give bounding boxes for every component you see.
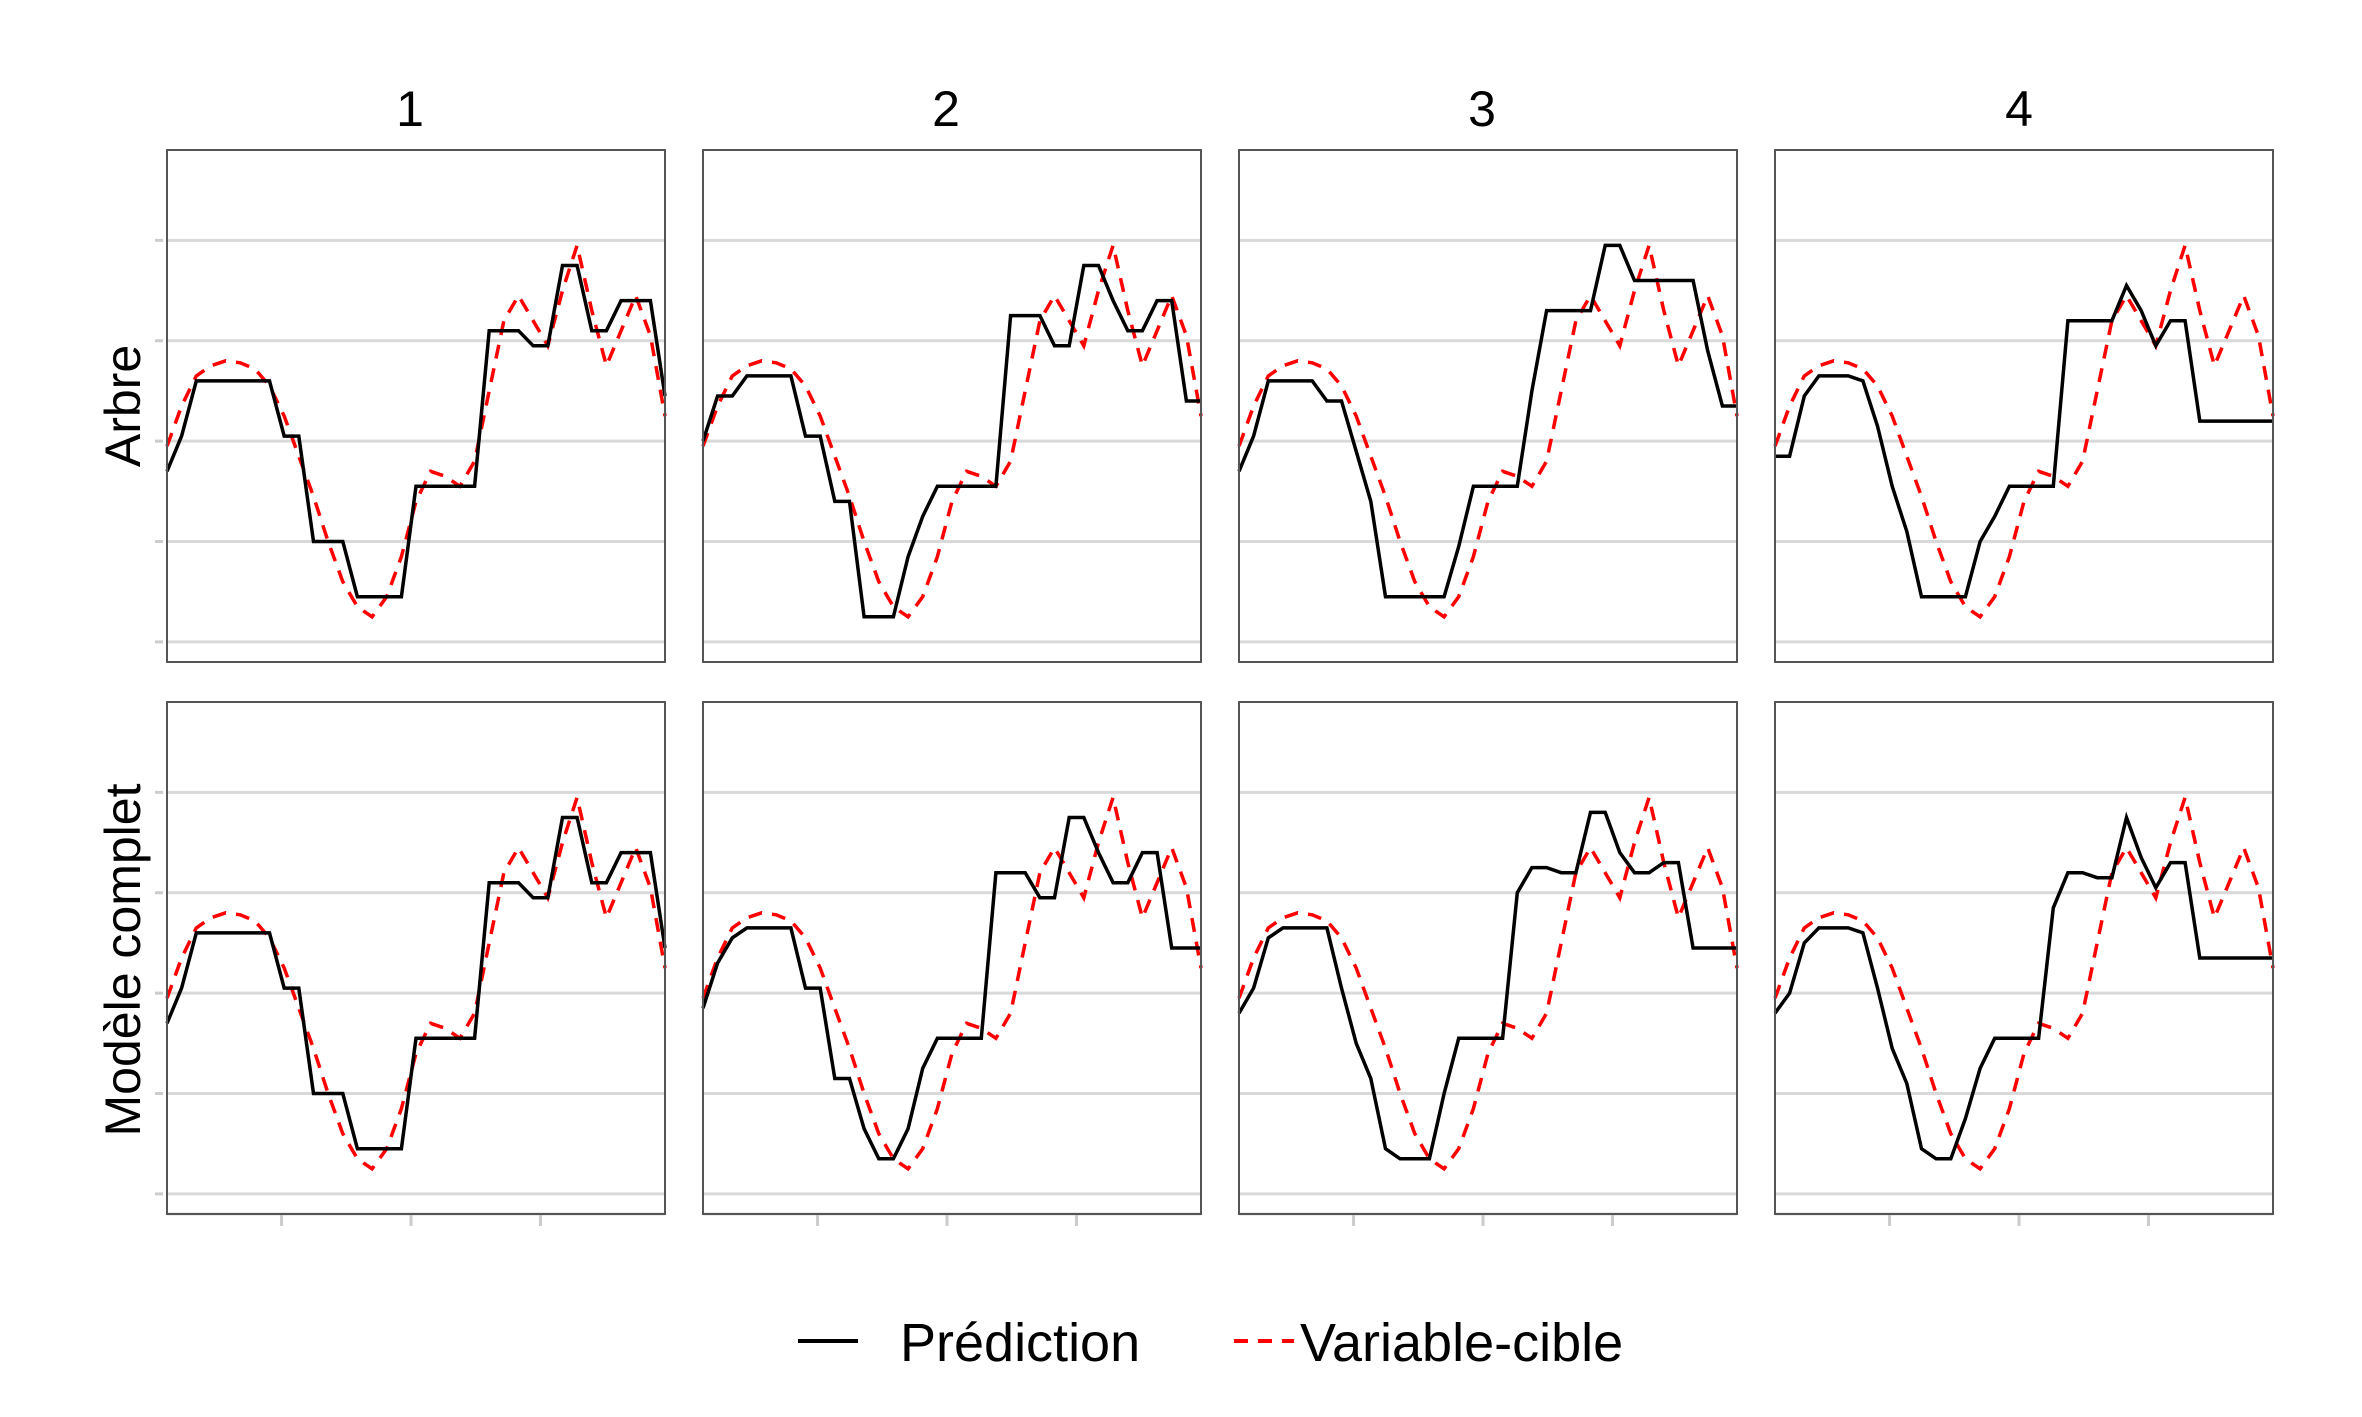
series-line-prediction — [701, 815, 1201, 1161]
series-line-prediction — [1237, 243, 1737, 599]
row-title: Arbre — [95, 345, 151, 467]
panels — [155, 149, 2275, 1226]
series-line-target — [701, 790, 1203, 1172]
panel — [1773, 701, 2275, 1226]
legend-label-target: Variable-cible — [1300, 1313, 1623, 1373]
series-line-prediction — [1775, 281, 2273, 599]
panel-border — [1774, 701, 2274, 1215]
series-line-target — [1773, 790, 2275, 1172]
panel-background — [1775, 702, 2273, 1214]
series-line-prediction — [165, 815, 667, 1151]
panel-background — [1239, 702, 1737, 1214]
panel — [1237, 701, 1739, 1226]
panel — [1773, 149, 2275, 663]
series-line-prediction — [1237, 810, 1737, 1161]
column-titles: 1 2 3 4 — [396, 81, 2033, 137]
series-line-prediction — [701, 263, 1201, 619]
panel — [155, 149, 667, 663]
series-line-prediction — [165, 263, 667, 599]
column-title: 3 — [1468, 81, 1496, 137]
column-title: 4 — [2005, 81, 2033, 137]
panel-border — [166, 701, 666, 1215]
panel-border — [702, 701, 1202, 1215]
series-line-prediction — [1773, 811, 2273, 1161]
series-line-target — [1237, 790, 1739, 1172]
column-title: 1 — [396, 81, 424, 137]
panel-background — [1775, 150, 2273, 662]
panel-background — [167, 150, 665, 662]
row-title: Modèle complet — [95, 783, 151, 1136]
series-line-target — [165, 238, 667, 620]
panel-border — [1238, 701, 1738, 1215]
panel — [701, 149, 1203, 663]
row-titles: Arbre Modèle complet — [95, 345, 151, 1137]
column-title: 2 — [932, 81, 960, 137]
series-line-target — [165, 790, 667, 1172]
series-line-target — [1773, 238, 2275, 620]
panel-background — [167, 702, 665, 1214]
panel-background — [1239, 150, 1737, 662]
panel-background — [703, 150, 1201, 662]
series-line-target — [701, 238, 1203, 620]
series-line-target — [1237, 238, 1739, 620]
panel-border — [1238, 149, 1738, 663]
panel — [1237, 149, 1739, 663]
panel-border — [702, 149, 1202, 663]
panel — [155, 701, 667, 1226]
panel-border — [166, 149, 666, 663]
panel-border — [1774, 149, 2274, 663]
legend: Prédiction Variable-cible — [798, 1313, 1623, 1373]
panel — [701, 701, 1203, 1226]
panel-background — [703, 702, 1201, 1214]
legend-label-prediction: Prédiction — [900, 1313, 1140, 1373]
